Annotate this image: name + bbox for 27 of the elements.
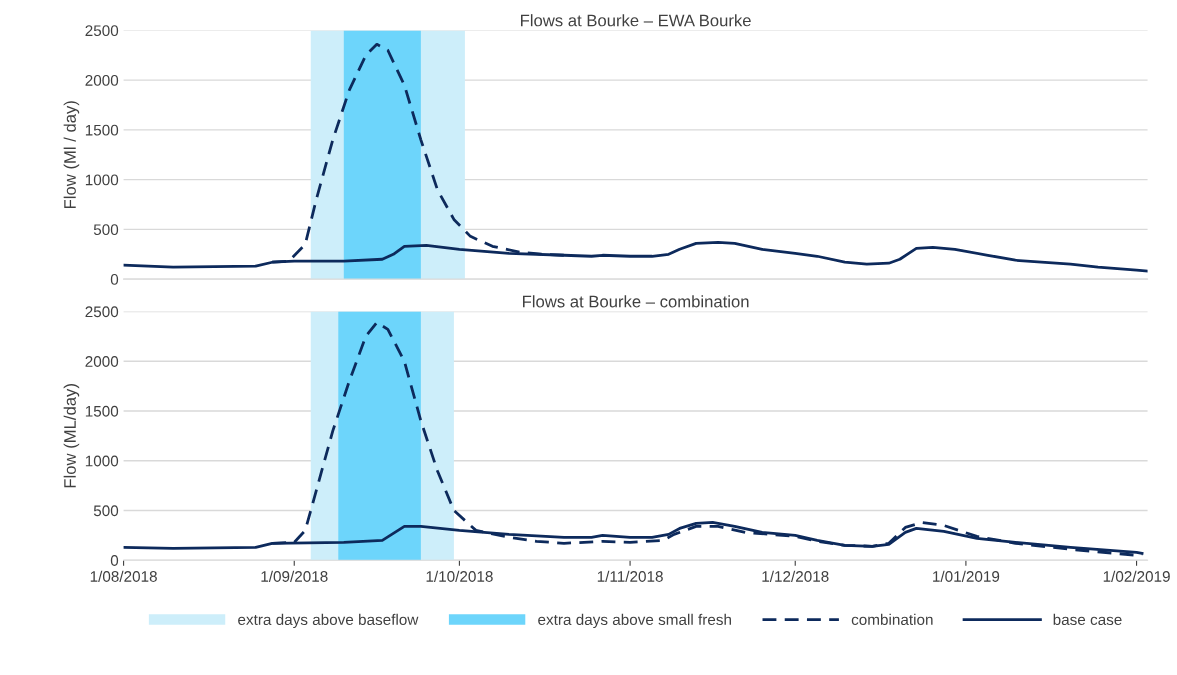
y-axis-title: Flow (Ml / day) [63, 101, 80, 209]
x-tick-label: 1/09/2018 [261, 570, 328, 582]
legend-label: extra days above small fresh [538, 613, 731, 629]
y-tick-label: 1500 [85, 124, 119, 136]
x-tick-label: 1/02/2019 [1103, 570, 1170, 582]
y-tick-label: 2500 [85, 25, 119, 37]
x-tick-label: 1/11/2018 [597, 570, 663, 582]
legend-label: combination [851, 613, 933, 626]
chart-title: Flows at Bourke – combination [523, 295, 749, 308]
y-tick-label: 500 [93, 224, 119, 236]
y-tick-label: 1500 [85, 405, 119, 417]
x-tick-label: 1/12/2018 [762, 570, 829, 582]
chart-title: Flows at Bourke – EWA Bourke [521, 14, 751, 27]
x-tick-label: 1/10/2018 [426, 570, 493, 582]
y-tick-label: 1000 [85, 174, 119, 186]
x-tick-label: 1/01/2019 [933, 570, 1000, 582]
legend-label: base case [1053, 613, 1122, 626]
y-axis-title: Flow (ML/day) [63, 384, 80, 488]
y-tick-label: 2000 [85, 356, 119, 367]
y-tick-label: 2000 [85, 75, 119, 86]
y-tick-label: 2500 [85, 306, 119, 318]
x-tick-label: 1/08/2018 [90, 570, 157, 582]
y-tick-label: 0 [110, 555, 119, 566]
y-tick-label: 500 [93, 505, 119, 517]
legend-label: extra days above baseflow [238, 613, 419, 629]
y-tick-label: 1000 [85, 455, 119, 467]
y-tick-label: 0 [110, 274, 119, 285]
